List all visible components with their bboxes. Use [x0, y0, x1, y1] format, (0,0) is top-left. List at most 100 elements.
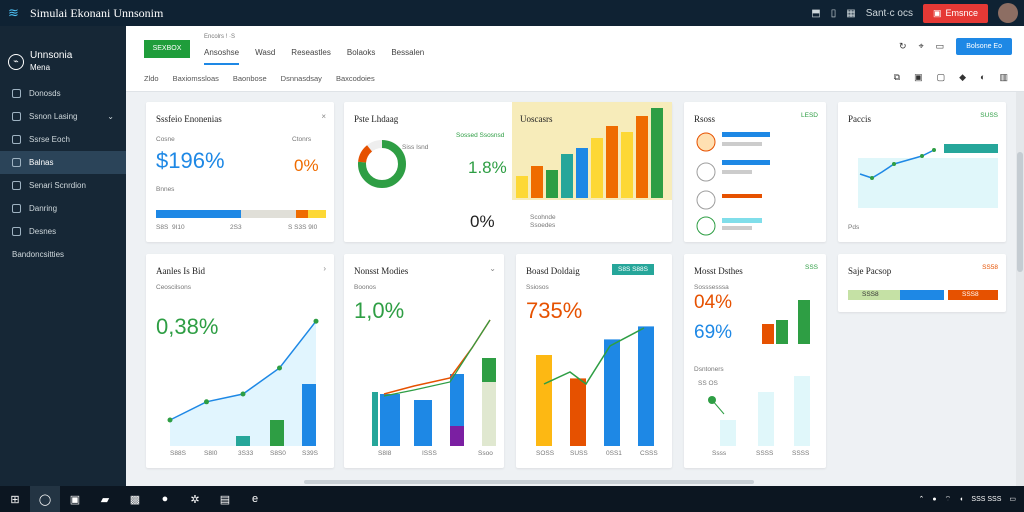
brand-name: Unnsonia — [30, 50, 73, 61]
sidebar-item-6[interactable]: Desnes — [0, 220, 126, 243]
subtab-1[interactable]: Baxiomssloas — [172, 74, 219, 83]
window-icon[interactable]: ▥ — [999, 72, 1008, 82]
sidebar-item-2[interactable]: Ssrse Eoch — [0, 128, 126, 151]
card-subtitle: Uoscasrs — [520, 114, 553, 124]
bar — [561, 154, 573, 198]
chevron-up-icon[interactable]: ⌃ — [918, 496, 925, 503]
tick-label: Ssoo — [478, 450, 493, 457]
notification-icon[interactable]: ▭ — [1009, 496, 1016, 503]
list-icon — [12, 112, 21, 121]
edge-icon[interactable]: e — [251, 493, 259, 505]
sidebar-item-0[interactable]: Donosds — [0, 82, 126, 105]
card-sub: Cosne — [156, 136, 175, 143]
list-bar — [722, 132, 770, 137]
bar — [651, 108, 663, 198]
card-metrics: Mosst Dsthes SSS Sosssesssa 04% 69% Dsnt… — [684, 254, 826, 468]
bar — [636, 116, 648, 198]
sidebar-item-4[interactable]: Senari Scnrdion — [0, 174, 126, 197]
alert-icon[interactable]: ● — [932, 495, 937, 503]
settings-icon[interactable]: ✲ — [190, 493, 200, 506]
metric-value-2: 0% — [470, 212, 495, 231]
bar — [794, 376, 810, 446]
refresh-icon[interactable]: ↻ — [899, 41, 907, 51]
card-summary: Sssfeio Enonenias × Cosne $196% Ctonrs 0… — [146, 102, 334, 242]
camera-icon[interactable]: ◐ — [980, 72, 986, 82]
card-list: Rsoss LESD — [684, 102, 826, 242]
tick-label: S8I0 — [204, 450, 218, 457]
save-icon[interactable]: ▣ — [914, 72, 923, 82]
tab-0[interactable]: Ansoshse — [204, 48, 240, 65]
sidebar-item-5[interactable]: Danring — [0, 197, 126, 220]
bar-label: 9I10 — [172, 224, 185, 231]
tab-4[interactable]: Bessalen — [391, 48, 425, 57]
clock[interactable]: SSS SSS — [971, 495, 1002, 503]
card-area-chart: Aanles Is Bid › Ceoscilsons 0,38% S88S S… — [146, 254, 334, 468]
close-icon[interactable]: × — [321, 112, 326, 121]
sidebar-item-3[interactable]: Balnas — [0, 151, 126, 174]
card-sub: Boonos — [354, 284, 377, 291]
tick-label: 3S33 — [238, 450, 254, 457]
card-tag: SS58 — [982, 264, 998, 271]
vertical-scrollbar[interactable] — [1016, 92, 1024, 486]
search-icon[interactable]: ◯ — [30, 486, 60, 512]
subtab-4[interactable]: Baxcodoies — [335, 74, 375, 83]
grid-icon[interactable]: ▦ — [846, 7, 856, 19]
wifi-icon[interactable]: ⌔ — [944, 495, 952, 503]
card-title: Mosst Dsthes — [694, 266, 743, 276]
card-progress: Saje Pacsop SS58 SSS8 SSS8 — [838, 254, 1006, 312]
seg-label: SSS8 — [962, 291, 979, 298]
bar — [638, 326, 654, 446]
bar — [516, 176, 528, 198]
chart-icon — [12, 135, 21, 144]
chevron-down-icon[interactable]: ⌄ — [489, 264, 496, 273]
file-icon[interactable]: ▯ — [830, 7, 837, 19]
section-label: Dsntoners — [694, 366, 724, 373]
volume-icon[interactable]: ◖ — [959, 495, 964, 503]
avatar[interactable] — [998, 3, 1018, 23]
subtab-3[interactable]: Dsnnasdsay — [280, 74, 322, 83]
windows-icon[interactable]: ⊞ — [10, 493, 20, 506]
tag-icon[interactable]: ◆ — [959, 72, 967, 82]
subtab-0[interactable]: Zldo — [144, 74, 159, 83]
user-label[interactable]: Sant·c ocs — [865, 7, 913, 19]
donut-label: Siss Isnd — [402, 144, 429, 151]
progress-fill — [156, 210, 241, 218]
monitor-icon[interactable]: ▣ — [69, 493, 81, 506]
pin-icon[interactable]: ⌖ — [918, 41, 924, 51]
metric-value: 1,0% — [354, 298, 405, 323]
more-icon[interactable]: › — [323, 264, 326, 273]
subtab-2[interactable]: Baonbose — [232, 74, 267, 83]
tick-label: Ssss — [712, 450, 727, 457]
ribbon-icon[interactable]: ⬒ — [811, 7, 821, 19]
line-chart — [858, 144, 998, 208]
data-point — [313, 318, 319, 324]
calendar-icon[interactable]: ▭ — [935, 41, 945, 51]
folder-icon[interactable]: ▰ — [100, 493, 110, 506]
box-icon[interactable]: ▢ — [936, 72, 946, 82]
split-icon[interactable]: ⧉ — [893, 72, 901, 82]
card-sub: Sosssesssa — [694, 284, 729, 291]
scroll-thumb[interactable] — [1017, 152, 1023, 272]
start-button[interactable]: SEXBOX — [144, 40, 190, 58]
action-button[interactable]: ▣ Emsnce — [922, 3, 988, 23]
bar — [236, 436, 250, 446]
list-bar — [722, 142, 762, 146]
bar — [380, 394, 400, 446]
area-fill — [858, 158, 998, 208]
tab-3[interactable]: Bolaoks — [346, 48, 376, 57]
sidebar-item-7[interactable]: Bandoncsitties — [12, 250, 65, 259]
card-sub: Ssiosos — [526, 284, 549, 291]
tick-label: S8S0 — [270, 450, 286, 457]
card-tag-button[interactable]: S8S S88S — [612, 264, 654, 275]
tab-1[interactable]: Wasd — [255, 48, 276, 57]
tab-2[interactable]: Reseastles — [291, 48, 331, 57]
app-icon[interactable]: ▩ — [129, 493, 141, 506]
browser-icon[interactable]: ● — [161, 493, 169, 505]
metric-value: 04% — [694, 292, 733, 313]
bar-label: 2S3 — [230, 224, 242, 231]
primary-button[interactable]: Bolsone Eo — [956, 38, 1012, 55]
bar — [576, 148, 588, 198]
sidebar-item-1[interactable]: Ssnon Lasing ⌄ — [0, 105, 126, 128]
calc-icon[interactable]: ▤ — [219, 493, 231, 506]
horizontal-scrollbar[interactable] — [304, 480, 754, 484]
